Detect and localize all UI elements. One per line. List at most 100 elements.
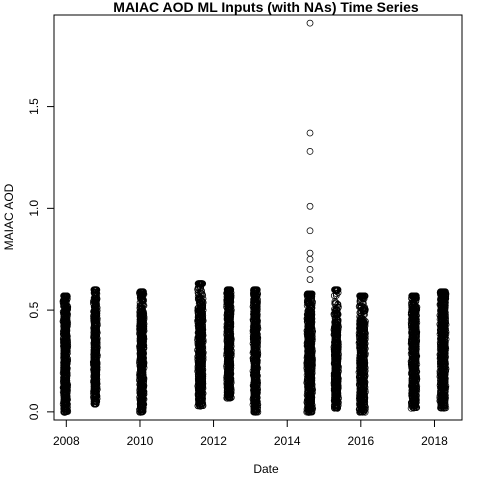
data-point — [64, 339, 72, 347]
data-point — [198, 333, 206, 341]
data-point — [199, 338, 207, 346]
data-point — [199, 314, 207, 322]
data-point — [199, 373, 207, 380]
data-point — [93, 324, 100, 332]
data-point — [198, 341, 206, 349]
data-point — [140, 313, 148, 321]
data-point — [64, 386, 71, 394]
data-point — [140, 390, 148, 398]
data-point — [63, 360, 71, 367]
data-point — [199, 356, 207, 364]
data-point — [63, 322, 71, 330]
data-point — [199, 336, 207, 344]
data-point — [64, 342, 72, 350]
data-point — [199, 353, 207, 361]
data-point — [93, 286, 101, 294]
data-point — [198, 297, 205, 304]
data-point — [139, 369, 147, 376]
data-point — [199, 321, 206, 329]
data-point — [93, 358, 100, 366]
data-point — [139, 404, 147, 411]
data-point — [140, 378, 148, 386]
data-point — [93, 290, 101, 298]
data-point — [64, 305, 71, 313]
data-point — [140, 364, 148, 371]
data-point — [64, 396, 71, 403]
data-point — [64, 383, 71, 391]
data-point — [63, 330, 71, 337]
data-point — [64, 303, 72, 311]
data-point — [198, 328, 206, 336]
data-point — [140, 395, 148, 403]
data-points — [59, 19, 450, 416]
data-point — [199, 312, 207, 319]
data-point — [140, 359, 148, 367]
data-point — [199, 363, 206, 370]
data-point — [93, 383, 101, 391]
data-point — [199, 317, 207, 325]
data-point — [140, 344, 148, 352]
data-point — [199, 399, 207, 407]
data-point — [63, 364, 71, 372]
data-point — [93, 295, 101, 303]
data-point — [199, 358, 206, 366]
data-point — [93, 336, 100, 344]
data-point — [93, 329, 101, 337]
data-point — [199, 360, 206, 368]
data-point — [199, 371, 207, 378]
data-point — [63, 325, 71, 333]
data-point — [93, 320, 101, 327]
data-point — [199, 384, 207, 392]
data-point — [92, 400, 100, 408]
data-point — [64, 355, 71, 363]
data-point — [139, 408, 147, 416]
data-point — [93, 386, 101, 393]
data-point — [93, 312, 101, 320]
data-point — [199, 345, 207, 353]
data-point — [63, 327, 71, 335]
data-point — [199, 382, 207, 390]
data-point — [64, 403, 71, 411]
data-point — [92, 397, 100, 405]
data-point — [139, 399, 147, 406]
data-point — [93, 344, 101, 351]
data-point — [140, 325, 148, 333]
data-point — [93, 361, 101, 369]
data-point — [93, 327, 101, 334]
data-point — [63, 293, 71, 301]
data-point — [139, 325, 147, 333]
data-point — [139, 371, 147, 379]
data-point — [139, 330, 147, 338]
data-point — [140, 288, 147, 296]
data-point — [199, 380, 207, 387]
data-point — [140, 315, 148, 323]
data-point — [93, 380, 101, 388]
data-point — [93, 348, 100, 356]
data-point — [199, 326, 207, 334]
chart-title: MAIAC AOD ML Inputs (with NAs) Time Seri… — [113, 0, 419, 15]
data-point — [198, 287, 205, 295]
data-point — [63, 391, 71, 399]
data-point — [93, 339, 101, 346]
data-point — [199, 387, 206, 395]
data-point — [199, 392, 206, 400]
data-point — [140, 335, 148, 343]
data-point — [63, 379, 71, 387]
data-point — [140, 327, 148, 335]
data-point — [199, 349, 207, 356]
data-point — [93, 307, 101, 314]
data-point — [198, 400, 206, 407]
data-point — [63, 371, 71, 379]
data-point — [197, 284, 204, 291]
data-point — [140, 308, 147, 316]
data-point — [64, 406, 71, 414]
data-point — [139, 356, 147, 364]
data-point — [93, 366, 101, 374]
data-point — [199, 377, 207, 385]
data-point — [199, 375, 207, 382]
data-point — [93, 391, 101, 398]
data-point — [140, 318, 147, 326]
data-point — [63, 292, 71, 300]
data-point — [93, 317, 101, 324]
data-point — [140, 323, 148, 331]
